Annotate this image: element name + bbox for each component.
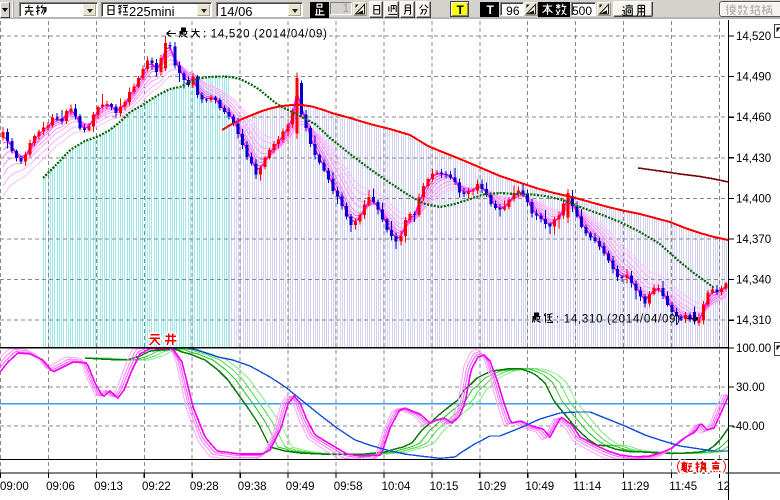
svg-text:14,490: 14,490 <box>736 72 771 84</box>
svg-text:11:14: 11:14 <box>573 481 602 493</box>
svg-text:14,460: 14,460 <box>736 112 771 124</box>
svg-text:09:13: 09:13 <box>94 481 123 493</box>
svg-text:14,370: 14,370 <box>736 234 771 246</box>
svg-text:14,430: 14,430 <box>736 153 771 165</box>
svg-text:14,400: 14,400 <box>736 193 771 205</box>
svg-text:）: ） <box>722 460 735 475</box>
svg-text:10:49: 10:49 <box>525 481 554 493</box>
svg-text:14,520: 14,520 <box>736 31 771 43</box>
svg-text:: 14,310 (2014/04/09): : 14,310 (2014/04/09) <box>556 314 681 326</box>
svg-text:30.00: 30.00 <box>736 382 765 394</box>
svg-text:14,310: 14,310 <box>736 315 771 327</box>
svg-text:: 14,520 (2014/04/09): : 14,520 (2014/04/09) <box>203 29 328 41</box>
svg-text:11:45: 11:45 <box>669 481 697 493</box>
svg-text:09:58: 09:58 <box>334 481 363 493</box>
svg-text:（: （ <box>668 460 681 475</box>
svg-text:100.00: 100.00 <box>736 343 771 355</box>
svg-text:09:28: 09:28 <box>190 481 219 493</box>
svg-text:09:38: 09:38 <box>238 481 267 493</box>
svg-text:09:06: 09:06 <box>46 481 75 493</box>
svg-text:10:15: 10:15 <box>430 481 459 493</box>
svg-text:10:29: 10:29 <box>478 481 507 493</box>
svg-text:09:22: 09:22 <box>142 481 171 493</box>
svg-text:-40.00: -40.00 <box>732 421 765 433</box>
svg-text:09:49: 09:49 <box>286 481 315 493</box>
svg-text:11:29: 11:29 <box>621 481 649 493</box>
svg-text:10:04: 10:04 <box>382 481 411 493</box>
svg-text:14,340: 14,340 <box>736 275 771 287</box>
svg-text:09:00: 09:00 <box>0 481 29 493</box>
